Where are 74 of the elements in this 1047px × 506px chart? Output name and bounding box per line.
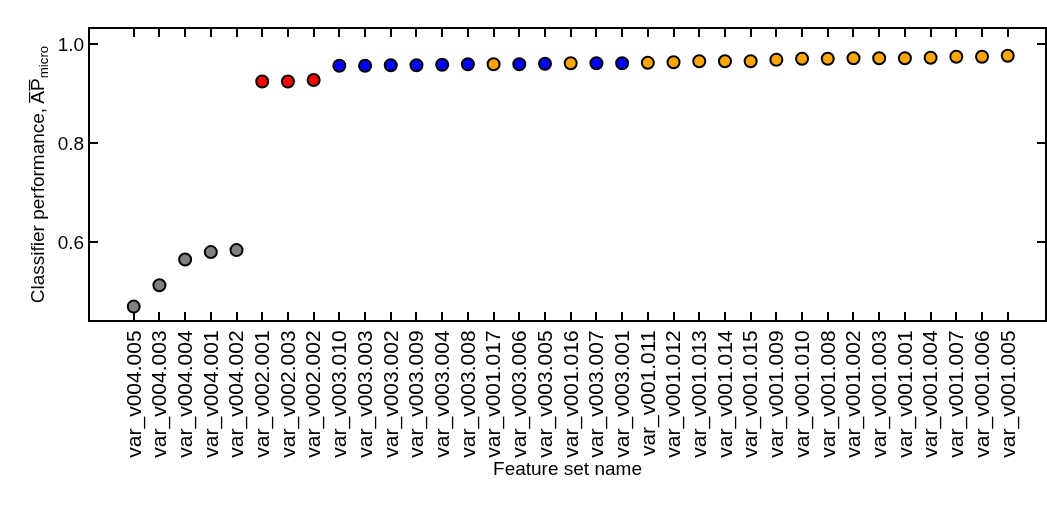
point [152, 278, 167, 293]
x-tick-label: var_v001.004 [918, 330, 943, 458]
point [486, 57, 501, 72]
point [666, 55, 681, 70]
point [975, 49, 990, 64]
point [743, 54, 758, 69]
x-axis-title: Feature set name [493, 457, 642, 479]
x-tick-label: var_v002.001 [250, 330, 275, 458]
y-tick-label: 0.6 [57, 231, 85, 253]
x-tick-label: var_v003.002 [378, 330, 403, 458]
point [692, 54, 707, 69]
point [538, 56, 553, 71]
x-tick-label: var_v003.007 [584, 330, 609, 458]
point [589, 56, 604, 71]
point [897, 51, 912, 66]
point [358, 58, 373, 73]
point [923, 50, 938, 65]
x-tick-label: var_v001.005 [995, 330, 1020, 458]
x-tick-label: var_v003.005 [532, 330, 557, 458]
point [846, 51, 861, 66]
point [1000, 48, 1015, 63]
x-tick-label: var_v001.002 [841, 330, 866, 458]
x-tick-label: var_v003.010 [327, 330, 352, 458]
x-tick-label: var_v004.005 [121, 330, 146, 458]
x-tick-label: var_v001.007 [944, 330, 969, 458]
point [306, 73, 321, 88]
x-tick-label: var_v001.010 [789, 330, 814, 458]
x-tick-label: var_v002.003 [275, 330, 300, 458]
x-tick-label: var_v001.014 [712, 330, 737, 458]
y-tick-label: 0.8 [57, 132, 85, 154]
x-tick-label: var_v001.015 [738, 330, 763, 458]
point [640, 55, 655, 70]
x-tick-label: var_v004.002 [224, 330, 249, 458]
point [409, 58, 424, 73]
point [795, 51, 810, 66]
point [203, 245, 218, 260]
x-tick-label: var_v001.006 [969, 330, 994, 458]
x-tick-label: var_v001.017 [481, 330, 506, 458]
x-tick-label: var_v001.013 [687, 330, 712, 458]
x-tick-label: var_v003.003 [352, 330, 377, 458]
point [229, 243, 244, 258]
x-tick-label: var_v003.004 [430, 330, 455, 458]
x-tick-label: var_v003.008 [455, 330, 480, 458]
point [949, 49, 964, 64]
x-tick-label: var_v003.009 [404, 330, 429, 458]
y-tick-label: 1.0 [57, 33, 85, 55]
x-tick-label: var_v003.001 [609, 330, 634, 458]
point [512, 57, 527, 72]
point [126, 299, 141, 314]
point [460, 57, 475, 72]
x-tick-label: var_v001.009 [764, 330, 789, 458]
point [255, 74, 270, 89]
x-tick-label: var_v001.012 [661, 330, 686, 458]
point [332, 58, 347, 73]
point [872, 51, 887, 66]
x-tick-label: var_v001.003 [867, 330, 892, 458]
x-tick-label: var_v002.002 [301, 330, 326, 458]
point [615, 56, 630, 71]
point [563, 56, 578, 71]
x-tick-label: var_v004.001 [198, 330, 223, 458]
point [280, 74, 295, 89]
x-tick-label: var_v001.016 [558, 330, 583, 458]
x-tick-label: var_v001.008 [815, 330, 840, 458]
point [769, 52, 784, 67]
point [820, 51, 835, 66]
point [178, 252, 193, 267]
x-tick-label: var_v001.011 [635, 330, 660, 457]
point [435, 57, 450, 72]
x-tick-label: var_v004.004 [172, 330, 197, 458]
x-tick-label: var_v001.001 [892, 330, 917, 458]
point [383, 58, 398, 73]
x-tick-label: var_v003.006 [507, 330, 532, 458]
point [717, 54, 732, 69]
x-tick-label: var_v004.003 [147, 330, 172, 458]
